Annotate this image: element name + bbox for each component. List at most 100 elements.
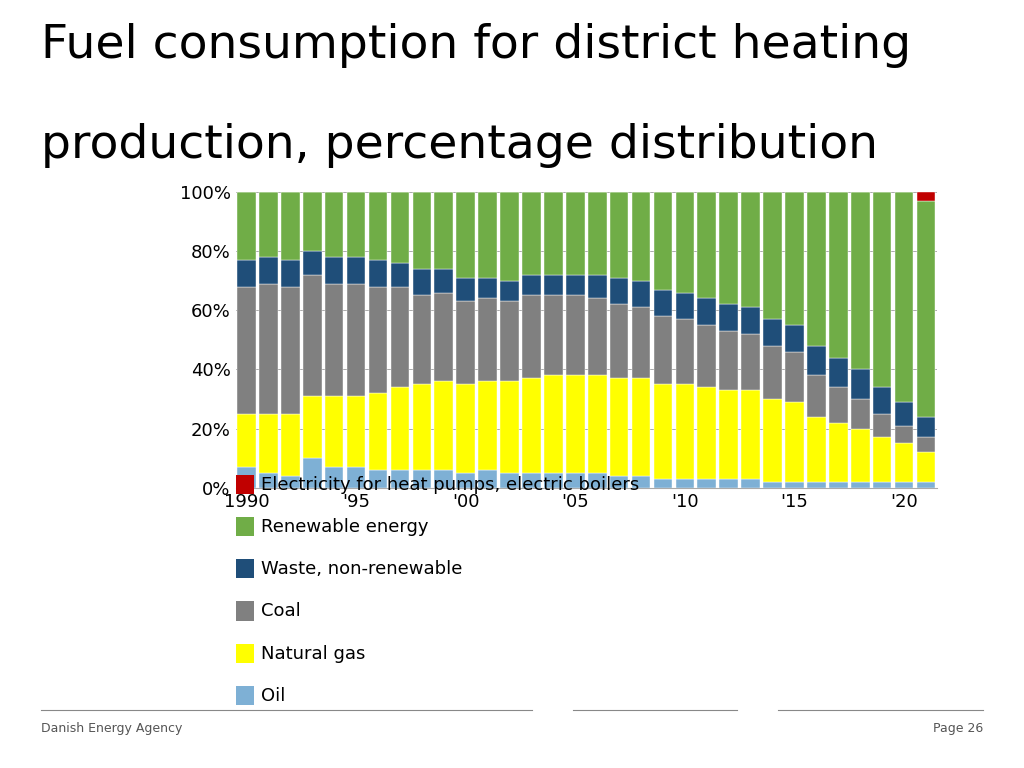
Bar [610,379,629,476]
Bar [807,192,825,346]
Bar [895,189,913,192]
Bar [720,331,738,390]
Bar [588,299,606,376]
Bar [413,192,431,269]
Bar [434,381,453,470]
Bar [588,192,606,275]
Bar [720,478,738,488]
Bar [238,467,256,488]
Bar [653,192,673,290]
Bar [544,192,562,275]
Bar [741,478,760,488]
Bar [676,384,694,478]
Bar [676,319,694,384]
Bar [325,396,343,467]
Bar [566,275,585,296]
Bar [522,275,541,296]
Bar [895,482,913,488]
Bar [916,192,935,201]
Bar [281,260,300,286]
Text: Oil: Oil [261,687,286,705]
Bar [238,414,256,467]
Bar [457,278,475,301]
Bar [303,458,322,488]
Bar [588,376,606,473]
Bar [697,387,716,478]
Bar [325,257,343,283]
Bar [895,402,913,425]
Bar [610,304,629,379]
Bar [522,296,541,379]
Bar [785,325,804,352]
Bar [697,325,716,387]
Bar [434,192,453,269]
Bar [720,192,738,304]
Bar [632,192,650,280]
Bar [390,286,410,387]
Bar [303,192,322,251]
Text: Natural gas: Natural gas [261,644,366,663]
Bar [763,399,782,482]
Bar [522,192,541,275]
Bar [457,192,475,278]
Bar [478,381,497,470]
Text: Danish Energy Agency: Danish Energy Agency [41,722,182,735]
Bar [785,192,804,325]
Bar [544,376,562,473]
Bar [697,478,716,488]
Bar [500,192,519,280]
Bar [500,280,519,301]
Bar [829,358,848,387]
Bar [281,476,300,488]
Bar [676,192,694,293]
Bar [369,192,387,260]
Bar [697,192,716,299]
Bar [851,482,869,488]
Bar [500,301,519,381]
Bar [457,384,475,473]
Bar [895,443,913,482]
Bar [851,429,869,482]
Bar [829,192,848,358]
Bar [238,286,256,414]
Bar [741,390,760,478]
Bar [785,352,804,402]
Bar [785,402,804,482]
Bar [763,192,782,319]
Bar [325,283,343,396]
Bar [478,299,497,381]
Bar [632,476,650,488]
Bar [916,201,935,417]
Bar [588,275,606,299]
Bar [720,390,738,478]
Bar [434,269,453,293]
Bar [303,275,322,396]
Bar [566,473,585,488]
Bar [478,278,497,299]
Bar [500,473,519,488]
Bar [390,263,410,286]
Bar [544,473,562,488]
Bar [807,346,825,376]
Bar [347,467,366,488]
Bar [676,293,694,319]
Bar [347,396,366,467]
Bar [347,192,366,257]
Bar [632,307,650,379]
Bar [632,281,650,307]
Bar [610,192,629,278]
Bar [522,473,541,488]
Text: Electricity for heat pumps, electric boilers: Electricity for heat pumps, electric boi… [261,475,639,494]
Bar [653,290,673,316]
Text: production, percentage distribution: production, percentage distribution [41,123,878,168]
Bar [653,478,673,488]
Bar [325,192,343,257]
Bar [872,482,892,488]
Bar [369,286,387,393]
Bar [653,316,673,384]
Bar [807,376,825,417]
Bar [741,307,760,334]
Bar [741,192,760,307]
Bar [413,269,431,296]
Text: Page 26: Page 26 [933,722,983,735]
